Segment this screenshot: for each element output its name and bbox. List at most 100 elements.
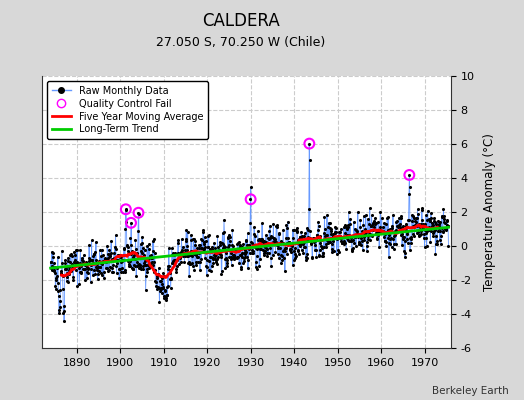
Point: [199, 229, 207, 235]
Point: [287, 248, 296, 255]
Point: [371, 221, 379, 228]
Point: [372, 230, 380, 236]
Point: [373, 229, 381, 236]
Point: [289, 227, 298, 233]
Point: [273, 242, 281, 248]
Point: [222, 262, 231, 269]
Point: [155, 285, 163, 291]
Point: [122, 207, 130, 214]
Point: [193, 245, 202, 251]
Point: [397, 232, 405, 238]
Point: [280, 245, 289, 251]
Point: [151, 266, 159, 273]
Point: [196, 244, 205, 251]
Point: [368, 222, 376, 228]
Point: [316, 243, 325, 250]
Point: [181, 253, 189, 259]
Point: [77, 270, 85, 276]
Point: [104, 268, 112, 275]
Point: [193, 254, 201, 260]
Point: [403, 240, 412, 246]
Point: [310, 234, 319, 241]
Point: [217, 252, 225, 258]
Point: [403, 229, 412, 235]
Point: [440, 213, 449, 220]
Point: [399, 236, 407, 242]
Point: [194, 250, 203, 256]
Point: [258, 220, 266, 226]
Point: [133, 250, 141, 256]
Point: [155, 299, 163, 306]
Point: [96, 264, 104, 270]
Point: [428, 222, 436, 228]
Point: [149, 262, 157, 268]
Point: [188, 260, 196, 266]
Point: [433, 218, 442, 224]
Point: [238, 244, 246, 250]
Point: [198, 237, 206, 243]
Point: [279, 248, 287, 254]
Point: [264, 235, 272, 241]
Point: [400, 234, 408, 240]
Point: [146, 252, 155, 259]
Point: [204, 232, 213, 238]
Point: [227, 250, 235, 256]
Point: [72, 260, 80, 266]
Point: [75, 281, 83, 287]
Point: [58, 273, 67, 279]
Point: [68, 261, 76, 267]
Point: [74, 264, 83, 271]
Point: [55, 310, 63, 317]
Point: [365, 221, 374, 227]
Point: [441, 226, 450, 233]
Point: [298, 247, 306, 253]
Point: [86, 279, 95, 286]
Point: [152, 282, 160, 289]
Point: [112, 263, 121, 270]
Point: [120, 244, 128, 251]
Point: [314, 223, 323, 230]
Point: [214, 247, 223, 254]
Point: [108, 269, 117, 275]
Point: [272, 222, 281, 228]
Point: [163, 284, 171, 290]
Point: [436, 218, 444, 225]
Point: [215, 242, 224, 249]
Point: [125, 262, 134, 269]
Point: [65, 267, 73, 273]
Point: [354, 233, 363, 240]
Point: [276, 245, 285, 252]
Point: [398, 242, 406, 248]
Point: [331, 224, 340, 230]
Point: [172, 266, 180, 272]
Point: [241, 247, 249, 253]
Point: [286, 241, 294, 248]
Point: [225, 242, 233, 248]
Point: [90, 251, 98, 258]
Point: [128, 265, 136, 271]
Point: [262, 245, 270, 251]
Point: [419, 224, 427, 230]
Text: Berkeley Earth: Berkeley Earth: [432, 386, 508, 396]
Point: [77, 268, 85, 275]
Point: [389, 212, 397, 218]
Point: [279, 227, 287, 233]
Point: [385, 232, 394, 238]
Point: [426, 239, 434, 245]
Point: [88, 237, 96, 244]
Point: [336, 234, 345, 241]
Point: [163, 263, 172, 270]
Point: [216, 239, 224, 245]
Point: [134, 210, 143, 216]
Point: [91, 257, 100, 264]
Point: [429, 228, 438, 234]
Point: [286, 246, 294, 252]
Point: [223, 260, 232, 266]
Point: [341, 222, 350, 228]
Point: [235, 244, 244, 250]
Point: [411, 218, 420, 224]
Point: [51, 282, 60, 289]
Point: [203, 244, 212, 250]
Point: [308, 254, 316, 260]
Point: [392, 218, 400, 225]
